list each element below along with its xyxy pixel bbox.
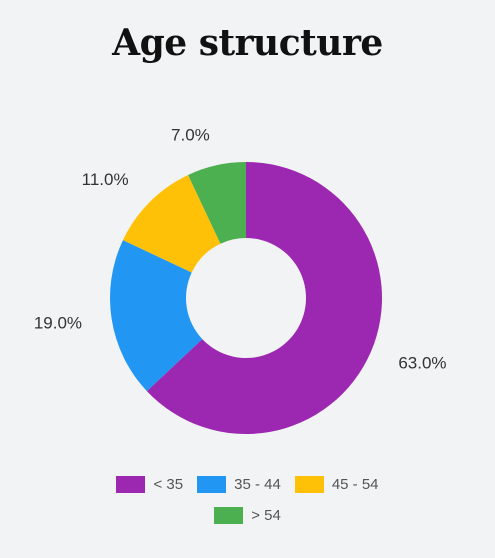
legend-item-45-54[interactable]: 45 - 54 — [294, 476, 379, 493]
slice-45-54[interactable] — [122, 174, 221, 273]
slice-under-35[interactable] — [146, 162, 382, 434]
data-label-under-35: 63.0% — [398, 353, 446, 372]
chart-title: Age structure — [112, 22, 383, 64]
legend-swatch — [294, 476, 324, 493]
slice-35-44[interactable] — [110, 240, 203, 392]
legend-swatch — [197, 476, 227, 493]
legend-row: > 54 — [0, 507, 495, 524]
legend: < 35 35 - 44 45 - 54 > 54 — [0, 476, 495, 538]
donut-chart: 63.0% 19.0% 11.0% 7.0% — [34, 125, 447, 434]
legend-label: 45 - 54 — [331, 476, 379, 493]
slice-over-54[interactable] — [188, 162, 246, 244]
legend-label: > 54 — [251, 507, 281, 524]
data-label-35-44: 19.0% — [34, 313, 82, 332]
legend-item-over-54[interactable]: > 54 — [214, 507, 281, 524]
legend-label: < 35 — [153, 476, 184, 493]
legend-swatch — [116, 476, 146, 493]
legend-item-under-35[interactable]: < 35 — [116, 476, 183, 493]
legend-label: 35 - 44 — [234, 476, 281, 493]
legend-swatch — [214, 507, 244, 524]
data-label-over-54: 7.0% — [171, 125, 210, 144]
legend-item-35-44[interactable]: 35 - 44 — [197, 476, 281, 493]
legend-row: < 35 35 - 44 45 - 54 — [0, 476, 495, 493]
data-label-45-54: 11.0% — [82, 170, 129, 189]
